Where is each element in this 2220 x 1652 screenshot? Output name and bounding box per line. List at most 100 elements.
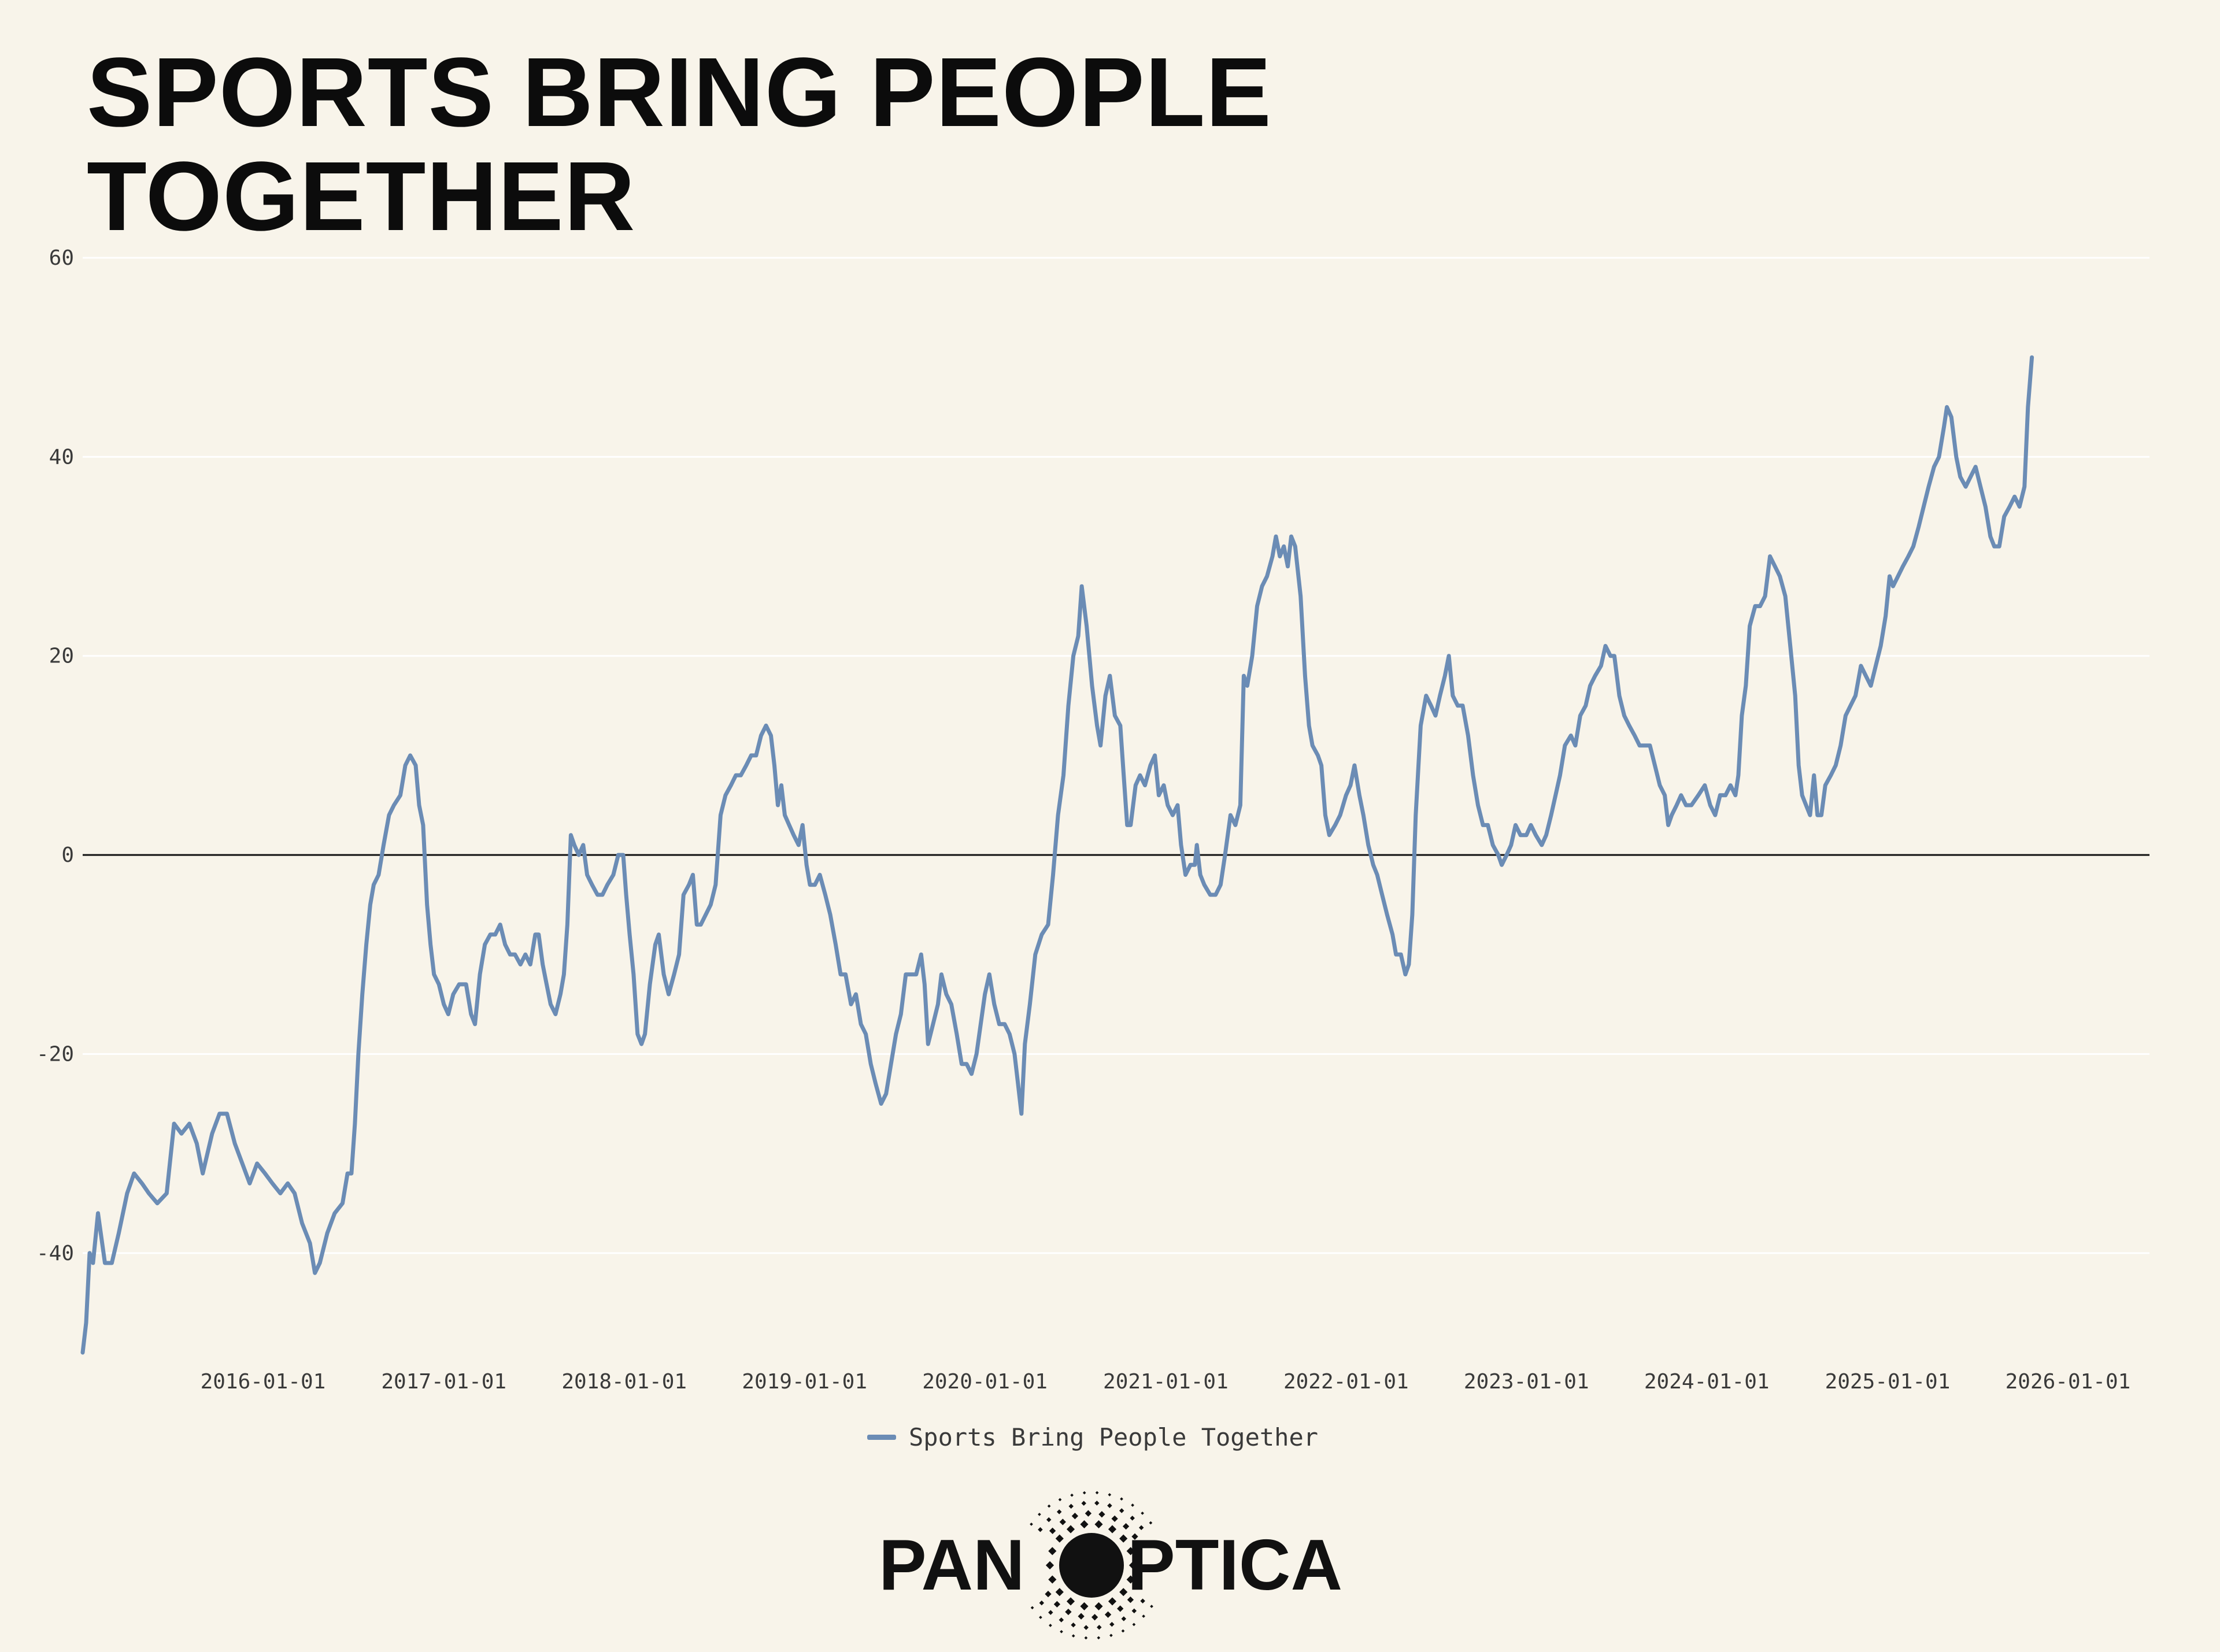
logo-text-right: PTICA bbox=[1127, 1525, 1342, 1605]
logo-dot bbox=[1108, 1525, 1117, 1534]
chart-title-line-1: SPORTS BRING PEOPLE bbox=[87, 38, 1272, 147]
logo-dot bbox=[1097, 1636, 1101, 1640]
logo-dot bbox=[1048, 1547, 1057, 1555]
logo-dot bbox=[1083, 1625, 1089, 1630]
logo-dot bbox=[1039, 1600, 1045, 1606]
x-tick-label: 2022-01-01 bbox=[1283, 1370, 1409, 1394]
logo-dot bbox=[1120, 1497, 1123, 1501]
logo-dot bbox=[1080, 1602, 1089, 1610]
logo-dot bbox=[1109, 1634, 1113, 1638]
logo-dot bbox=[1107, 1503, 1112, 1508]
logo-dot bbox=[1085, 1510, 1092, 1517]
logo-dot bbox=[1108, 1597, 1117, 1606]
logo-text-left: PAN bbox=[879, 1525, 1025, 1605]
logo-dot bbox=[1098, 1511, 1105, 1518]
logo-dot bbox=[1059, 1617, 1064, 1623]
logo-dot bbox=[1071, 1634, 1075, 1638]
logo-dot bbox=[1131, 1503, 1134, 1507]
logo-dot bbox=[1030, 1523, 1033, 1526]
logo-dot bbox=[1053, 1601, 1061, 1608]
logo-dot bbox=[1071, 1623, 1076, 1628]
logo-dot bbox=[1111, 1515, 1118, 1523]
logo-dot bbox=[1121, 1629, 1125, 1633]
legend: Sports Bring People Together bbox=[867, 1423, 1318, 1451]
logo-dot bbox=[1142, 1614, 1145, 1618]
y-tick-label: 60 bbox=[49, 246, 74, 270]
logo-dot bbox=[1131, 1533, 1138, 1540]
x-tick-label: 2019-01-01 bbox=[742, 1370, 867, 1394]
logo-dot bbox=[1038, 1513, 1041, 1516]
logo-dot bbox=[1094, 1602, 1103, 1610]
logo-dot bbox=[1141, 1512, 1144, 1515]
panoptica-logo: PAN PTICA bbox=[879, 1491, 1342, 1640]
logo-dot bbox=[1038, 1527, 1043, 1532]
logo-dot bbox=[1068, 1503, 1074, 1509]
x-tick-label: 2020-01-01 bbox=[922, 1370, 1048, 1394]
x-axis-tick-labels: 2016-01-01 2017-01-01 2018-01-01 2019-01-01… bbox=[201, 1370, 2131, 1394]
series-line bbox=[80, 355, 2034, 1355]
logo-dot bbox=[1130, 1516, 1135, 1521]
logo-dot bbox=[1082, 1491, 1086, 1495]
logo-dot bbox=[1080, 1520, 1089, 1529]
logo-dot bbox=[1056, 1509, 1062, 1514]
x-tick-label: 2018-01-01 bbox=[561, 1370, 687, 1394]
x-tick-label: 2021-01-01 bbox=[1103, 1370, 1229, 1394]
logo-dot bbox=[1070, 1493, 1074, 1497]
logo-dot bbox=[1094, 1501, 1100, 1506]
logo-dot bbox=[1149, 1521, 1153, 1525]
logo-dot bbox=[1081, 1501, 1086, 1506]
logo-dot bbox=[1132, 1623, 1136, 1627]
x-tick-label: 2025-01-01 bbox=[1825, 1370, 1951, 1394]
logo-dot bbox=[1045, 1561, 1054, 1570]
x-tick-label: 2017-01-01 bbox=[381, 1370, 506, 1394]
x-tick-label: 2024-01-01 bbox=[1644, 1370, 1770, 1394]
logo-dot bbox=[1055, 1534, 1064, 1543]
logo-dot bbox=[1097, 1624, 1102, 1630]
chart-title: SPORTS BRING PEOPLE TOGETHER bbox=[87, 40, 1272, 249]
logo-dot bbox=[1046, 1517, 1052, 1523]
logo-dot bbox=[1119, 1588, 1128, 1597]
logo-dot bbox=[1119, 1534, 1128, 1543]
y-axis-tick-labels: 60 40 20 0 -20 -40 bbox=[36, 246, 74, 1265]
y-tick-label: 40 bbox=[49, 445, 74, 469]
logo-dot bbox=[1066, 1597, 1075, 1606]
logo-dot bbox=[1045, 1591, 1052, 1598]
logo-dot bbox=[1048, 1575, 1057, 1584]
logo-dot bbox=[1121, 1616, 1127, 1621]
logo-dot bbox=[1131, 1608, 1137, 1614]
logo-dot bbox=[1109, 1621, 1115, 1627]
logo-dot bbox=[1066, 1525, 1075, 1534]
legend-label: Sports Bring People Together bbox=[909, 1423, 1319, 1451]
logo-dot bbox=[1150, 1605, 1153, 1608]
logo-dot bbox=[1030, 1606, 1034, 1610]
logo-dot bbox=[1117, 1605, 1124, 1612]
logo-dot bbox=[1060, 1629, 1063, 1634]
y-tick-label: -20 bbox=[36, 1042, 74, 1066]
logo-dot bbox=[1059, 1518, 1066, 1525]
x-tick-label: 2023-01-01 bbox=[1464, 1370, 1589, 1394]
logo-dot bbox=[1048, 1610, 1053, 1615]
legend-swatch bbox=[867, 1435, 896, 1440]
logo-dot bbox=[1058, 1498, 1062, 1502]
logo-dot bbox=[1078, 1613, 1085, 1620]
grid-lines bbox=[83, 257, 2149, 1254]
logo-dot bbox=[1104, 1611, 1112, 1618]
series-lines bbox=[80, 355, 2034, 1355]
logo-dot bbox=[1047, 1504, 1051, 1508]
logo-dot bbox=[1119, 1508, 1124, 1513]
x-tick-label: 2016-01-01 bbox=[201, 1370, 326, 1394]
logo-dot bbox=[1065, 1608, 1072, 1616]
y-tick-label: 0 bbox=[61, 843, 74, 867]
logo-dot bbox=[1055, 1588, 1064, 1597]
logo-dot bbox=[1095, 1491, 1099, 1495]
logo-eye-circle bbox=[1059, 1533, 1124, 1598]
logo-dot bbox=[1039, 1616, 1042, 1619]
logo-dot bbox=[1108, 1493, 1112, 1497]
logo-dot bbox=[1091, 1614, 1098, 1621]
logo-dot bbox=[1049, 1624, 1052, 1627]
logo-dot bbox=[1084, 1636, 1088, 1640]
logo-dot bbox=[1049, 1527, 1056, 1535]
x-tick-label: 2026-01-01 bbox=[2006, 1370, 2131, 1394]
line-chart: 60 40 20 0 -20 -40 2016-01-01 2017-01-01 2018-0… bbox=[36, 246, 2149, 1394]
y-tick-label: 20 bbox=[49, 644, 74, 668]
